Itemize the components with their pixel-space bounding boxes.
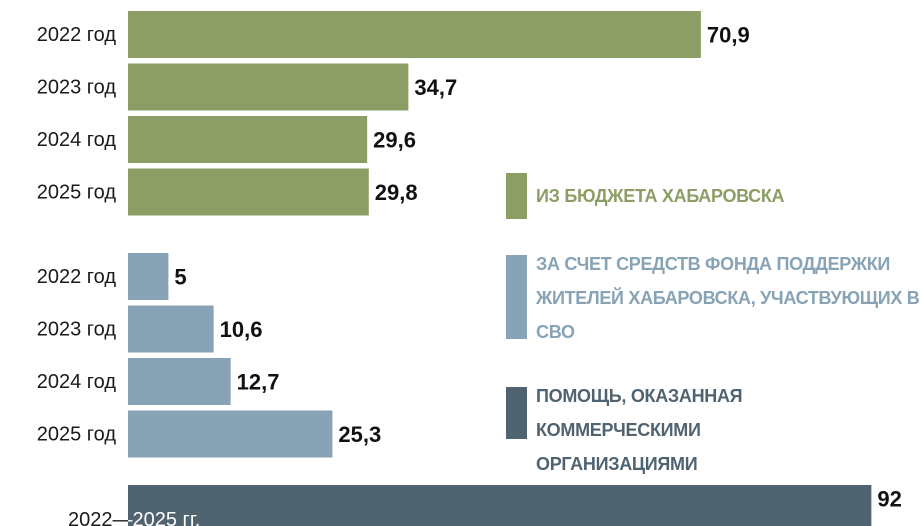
value-label: 10,6: [220, 317, 263, 342]
category-label: 2022—2025 гг.: [68, 509, 200, 526]
bar: [128, 116, 368, 163]
legend-swatch: [506, 173, 527, 219]
bar: [128, 305, 214, 353]
bar: [128, 168, 369, 216]
bar: [128, 63, 409, 111]
category-label: 2023 год: [37, 318, 117, 340]
legend-swatch: [506, 387, 527, 439]
value-label: 12,7: [237, 369, 280, 394]
category-label: 2022 год: [37, 24, 117, 46]
value-label: 34,7: [414, 75, 457, 100]
value-label: 92: [877, 486, 901, 511]
category-label: 2022—2025 гг.: [68, 509, 200, 526]
value-label: 25,3: [338, 422, 381, 447]
bar: [128, 485, 872, 526]
bar: [128, 358, 231, 405]
value-label: 29,6: [373, 127, 416, 152]
category-label: 2023 год: [37, 76, 117, 98]
value-label: 29,8: [375, 180, 418, 205]
value-label: 5: [174, 264, 186, 289]
category-label: 2025 год: [37, 181, 117, 203]
bar: [128, 253, 169, 300]
category-label: 2024 год: [37, 371, 117, 393]
legend-label: ПОМОЩЬ, ОКАЗАННАЯ КОММЕРЧЕСКИМИ ОРГАНИЗА…: [536, 386, 743, 474]
legend-label: ЗА СЧЕТ СРЕДСТВ ФОНДА ПОДДЕРЖКИ ЖИТЕЛЕЙ …: [536, 254, 920, 342]
category-label: 2025 год: [37, 423, 117, 445]
bar: [128, 11, 701, 58]
value-label: 70,9: [707, 22, 750, 47]
category-label: 2024 год: [37, 129, 117, 151]
legend-label: ИЗ БЮДЖЕТА ХАБАРОВСКА: [536, 186, 785, 206]
category-label: 2022 год: [37, 266, 117, 288]
bar: [128, 410, 333, 458]
legend-swatch: [506, 255, 527, 339]
